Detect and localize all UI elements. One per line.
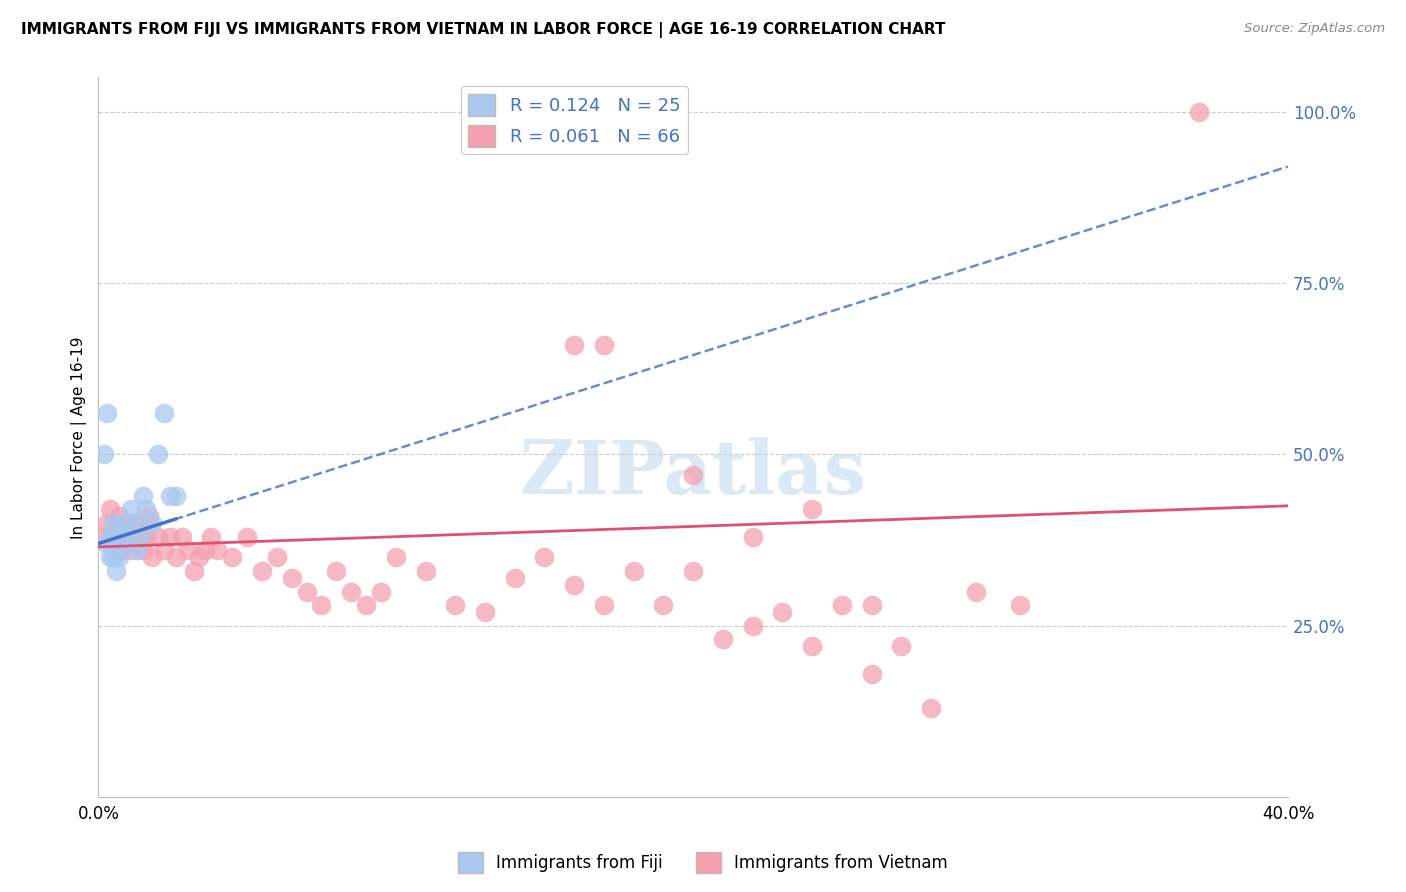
Point — [562, 338, 585, 352]
Point — [170, 530, 193, 544]
Point — [801, 502, 824, 516]
Text: IMMIGRANTS FROM FIJI VS IMMIGRANTS FROM VIETNAM IN LABOR FORCE | AGE 16-19 CORRE: IMMIGRANTS FROM FIJI VS IMMIGRANTS FROM … — [21, 22, 946, 38]
Point — [415, 564, 437, 578]
Text: Source: ZipAtlas.com: Source: ZipAtlas.com — [1244, 22, 1385, 36]
Point — [207, 543, 229, 558]
Point — [108, 509, 131, 524]
Point — [325, 564, 347, 578]
Point — [801, 640, 824, 654]
Point — [132, 489, 155, 503]
Point — [236, 530, 259, 544]
Point — [295, 584, 318, 599]
Point — [159, 489, 181, 503]
Point — [165, 489, 187, 503]
Point — [860, 666, 883, 681]
Point — [890, 640, 912, 654]
Point — [141, 550, 163, 565]
Point — [165, 550, 187, 565]
Point — [860, 599, 883, 613]
Point — [474, 605, 496, 619]
Point — [831, 599, 853, 613]
Y-axis label: In Labor Force | Age 16-19: In Labor Force | Age 16-19 — [72, 336, 87, 539]
Point — [96, 406, 118, 420]
Point — [120, 543, 142, 558]
Point — [965, 584, 987, 599]
Point — [159, 530, 181, 544]
Point — [354, 599, 377, 613]
Point — [152, 406, 174, 420]
Point — [682, 468, 704, 483]
Point — [1188, 104, 1211, 119]
Point — [562, 577, 585, 591]
Point — [340, 584, 363, 599]
Point — [770, 605, 793, 619]
Point — [152, 543, 174, 558]
Point — [120, 502, 142, 516]
Point — [176, 543, 198, 558]
Point — [135, 530, 157, 544]
Point — [129, 530, 152, 544]
Point — [103, 550, 125, 565]
Point — [593, 599, 616, 613]
Point — [111, 536, 134, 550]
Point — [103, 530, 125, 544]
Legend: R = 0.124   N = 25, R = 0.061   N = 66: R = 0.124 N = 25, R = 0.061 N = 66 — [461, 87, 688, 154]
Point — [652, 599, 675, 613]
Point — [132, 543, 155, 558]
Point — [146, 447, 169, 461]
Point — [200, 530, 222, 544]
Point — [183, 564, 205, 578]
Point — [593, 338, 616, 352]
Point — [146, 530, 169, 544]
Point — [105, 564, 128, 578]
Point — [141, 516, 163, 530]
Point — [93, 447, 115, 461]
Text: ZIPatlas: ZIPatlas — [520, 437, 866, 510]
Point — [741, 619, 763, 633]
Point — [122, 530, 145, 544]
Point — [370, 584, 392, 599]
Point — [1010, 599, 1032, 613]
Point — [741, 530, 763, 544]
Point — [188, 550, 211, 565]
Point — [711, 632, 734, 647]
Point — [108, 523, 131, 537]
Point — [117, 530, 139, 544]
Point — [920, 701, 942, 715]
Point — [221, 550, 243, 565]
Point — [96, 516, 118, 530]
Point — [311, 599, 333, 613]
Point — [111, 543, 134, 558]
Point — [122, 516, 145, 530]
Point — [114, 530, 136, 544]
Point — [93, 530, 115, 544]
Point — [114, 516, 136, 530]
Point — [682, 564, 704, 578]
Point — [125, 543, 148, 558]
Point — [98, 550, 121, 565]
Point — [98, 530, 121, 544]
Point — [98, 502, 121, 516]
Point — [533, 550, 555, 565]
Point — [105, 530, 128, 544]
Point — [96, 536, 118, 550]
Point — [266, 550, 288, 565]
Point — [105, 523, 128, 537]
Point — [280, 571, 302, 585]
Point — [125, 516, 148, 530]
Point — [623, 564, 645, 578]
Point — [138, 509, 160, 524]
Point — [117, 516, 139, 530]
Point — [194, 543, 217, 558]
Point — [503, 571, 526, 585]
Point — [384, 550, 406, 565]
Point — [108, 550, 131, 565]
Point — [250, 564, 273, 578]
Point — [444, 599, 467, 613]
Point — [135, 502, 157, 516]
Point — [103, 516, 125, 530]
Legend: Immigrants from Fiji, Immigrants from Vietnam: Immigrants from Fiji, Immigrants from Vi… — [451, 846, 955, 880]
